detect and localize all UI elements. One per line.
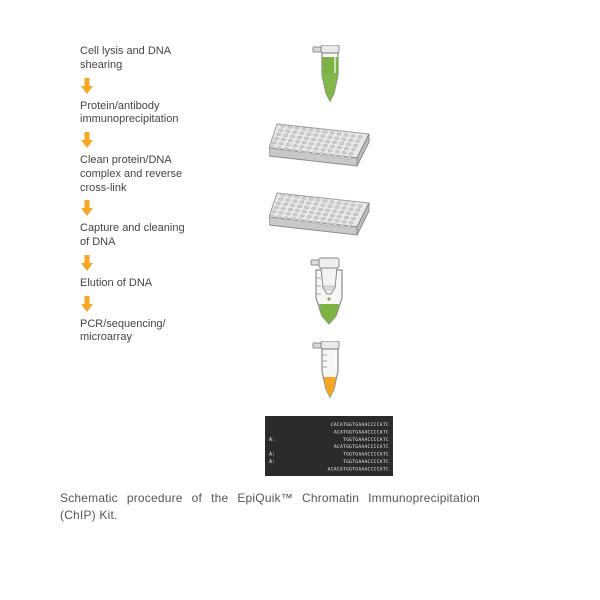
plate-icon-1 xyxy=(269,118,389,175)
plate-icon-2 xyxy=(269,187,389,244)
step-label-3: Clean protein/DNAcomplex and reversecros… xyxy=(80,154,245,195)
svg-text:TGGTGAAACCCCATC: TGGTGAAACCCCATC xyxy=(343,452,389,458)
arrow-2 xyxy=(80,132,245,148)
step-label-5: Elution of DNA xyxy=(80,277,245,291)
sequencing-readout-icon: CACATGGTGAAACCCCATCACATGGTGAAACCCCATCA:T… xyxy=(265,416,393,481)
svg-text:TGGTGAAACCCCATC: TGGTGAAACCCCATC xyxy=(343,437,389,443)
arrow-4 xyxy=(80,255,245,271)
svg-text:ACATGGTGAAACCCCATC: ACATGGTGAAACCCCATC xyxy=(334,429,389,435)
arrow-3 xyxy=(80,200,245,216)
graphics-column: CACATGGTGAAACCCCATCACATGGTGAAACCCCATCA:T… xyxy=(265,45,393,481)
svg-text:ACATGGTGAAACCCCATC: ACATGGTGAAACCCCATC xyxy=(334,444,389,450)
step-label-4: Capture and cleaningof DNA xyxy=(80,222,245,250)
svg-text:A:: A: xyxy=(269,459,275,465)
step-label-1: Cell lysis and DNAshearing xyxy=(80,45,245,73)
tube-orange-icon xyxy=(311,341,347,404)
svg-text:CACATGGTGAAACCCCATC: CACATGGTGAAACCCCATC xyxy=(331,422,389,428)
arrow-1 xyxy=(80,78,245,94)
svg-text:A:: A: xyxy=(269,452,275,458)
svg-text:ACACATGGTGAAACCCCATC: ACACATGGTGAAACCCCATC xyxy=(328,466,389,472)
arrow-5 xyxy=(80,296,245,312)
tube-green-icon xyxy=(311,45,347,108)
figure-caption: Schematic procedure of the EpiQuik™ Chro… xyxy=(60,490,480,525)
column-tube-icon xyxy=(308,254,350,331)
steps-column: Cell lysis and DNAshearing Protein/antib… xyxy=(80,45,245,481)
svg-text:TGGTGAAACCCCATC: TGGTGAAACCCCATC xyxy=(343,459,389,465)
svg-text:A:: A: xyxy=(269,437,275,443)
step-label-2: Protein/antibodyimmunoprecipitation xyxy=(80,100,245,128)
step-label-6: PCR/sequencing/microarray xyxy=(80,318,245,346)
